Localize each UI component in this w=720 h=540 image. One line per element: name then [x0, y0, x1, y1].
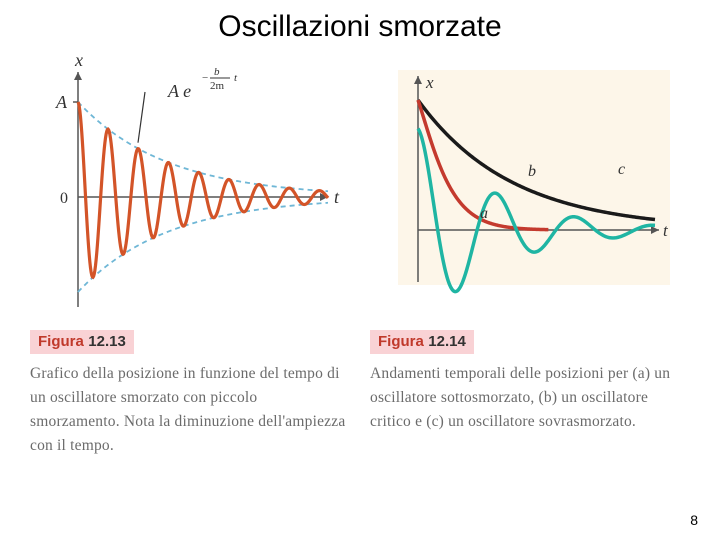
caption-12-14-text: Andamenti temporali delle posizioni per … [370, 362, 690, 434]
caption-12-13-header-wrap: Figura 12.13 [30, 330, 350, 362]
figura-number: 12.14 [428, 333, 466, 350]
content-columns: A0xtA e−b2mt Figura 12.13 Grafico della … [0, 52, 720, 458]
svg-text:a: a [480, 205, 488, 222]
figura-number: 12.13 [88, 333, 126, 350]
svg-text:x: x [425, 73, 434, 92]
svg-text:x: x [74, 52, 83, 70]
svg-text:A e: A e [167, 81, 191, 101]
caption-12-13-text: Grafico della posizione in funzione del … [30, 362, 350, 458]
figura-label: Figura [38, 333, 84, 350]
page-title: Oscillazioni smorzate [0, 0, 720, 52]
caption-12-13-header: Figura 12.13 [30, 330, 134, 354]
caption-12-14-header: Figura 12.14 [370, 330, 474, 354]
svg-text:−: − [202, 72, 208, 84]
figure-12-13: A 0 x t A e−b 2m t [30, 52, 350, 322]
figura-label: Figura [378, 333, 424, 350]
left-column: A 0 x t A e−b 2m t Figura 12.13 Grafico della … [30, 52, 350, 458]
svg-text:2m: 2m [210, 80, 225, 92]
caption-12-14-header-wrap: Figura 12.14 [370, 330, 690, 362]
right-column: xtabc Figura 12.14 Andamenti temporali d… [370, 52, 690, 458]
svg-text:A: A [55, 92, 68, 112]
svg-text:t: t [234, 72, 238, 84]
page-number: 8 [690, 512, 698, 528]
svg-text:t: t [334, 187, 340, 207]
figure-12-14: xtabc [370, 52, 690, 322]
svg-text:0: 0 [60, 190, 68, 207]
svg-text:b: b [528, 163, 536, 180]
svg-text:b: b [214, 66, 220, 78]
svg-text:c: c [618, 161, 625, 178]
